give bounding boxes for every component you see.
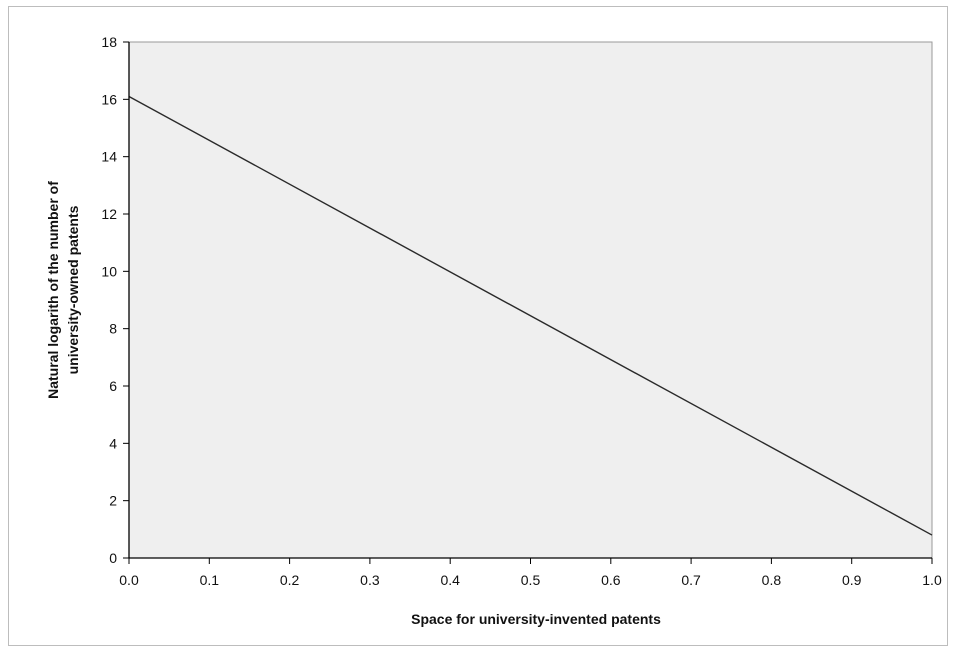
plot-area (128, 41, 933, 559)
y-axis-label: Natural logarith of the number of univer… (45, 181, 81, 399)
x-tick-label: 1.0 (922, 572, 942, 588)
x-axis-ticks: 0.0 0.1 0.2 0.3 0.4 0.5 0.6 0.7 0.8 0.9 1.0 (119, 558, 942, 588)
x-tick-label: 0.6 (601, 572, 621, 588)
y-tick-label: 8 (109, 321, 117, 337)
figure-frame (8, 6, 948, 646)
x-tick-label: 0.9 (842, 572, 862, 588)
series-line (128, 95, 933, 536)
y-tick-label: 14 (101, 149, 117, 165)
y-tick-label: 10 (101, 263, 117, 279)
y-tick-label: 2 (109, 493, 117, 509)
y-tick-label: 0 (109, 550, 117, 566)
y-axis-ticks: 0 2 4 6 8 10 12 14 16 18 (101, 34, 129, 566)
y-tick-label: 12 (101, 206, 117, 222)
y-tick-label: 4 (109, 435, 117, 451)
x-tick-label: 0.0 (119, 572, 139, 588)
y-axis-label-line-2: university-owned patents (65, 205, 81, 374)
x-tick-label: 0.2 (280, 572, 300, 588)
y-tick-label: 16 (101, 91, 117, 107)
y-tick-label: 6 (109, 378, 117, 394)
y-axis-label-line-1: Natural logarith of the number of (45, 181, 61, 399)
x-tick-label: 0.7 (681, 572, 701, 588)
x-axis-label: Space for university-invented patents (411, 611, 661, 627)
series-layer (128, 95, 933, 536)
y-tick-label: 18 (101, 34, 117, 50)
x-tick-label: 0.5 (521, 572, 541, 588)
x-tick-label: 0.4 (440, 572, 460, 588)
x-tick-label: 0.3 (360, 572, 380, 588)
x-tick-label: 0.8 (762, 572, 782, 588)
x-tick-label: 0.1 (200, 572, 220, 588)
